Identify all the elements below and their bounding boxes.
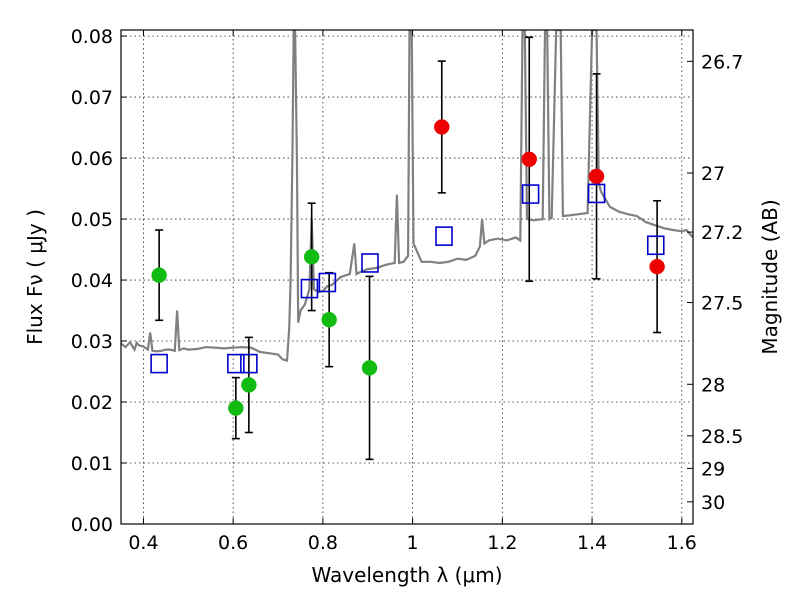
x-tick-label: 1.2 <box>487 532 517 554</box>
model-flux-square <box>150 353 168 374</box>
model-flux-square <box>646 235 665 256</box>
x-axis-label: Wavelength λ (μm) <box>311 563 502 587</box>
model-spectrum-line <box>121 30 693 363</box>
green-data-point <box>228 400 244 416</box>
y-tick-label: 0.02 <box>71 392 113 414</box>
y-tick-label: 0.03 <box>71 331 113 353</box>
green-data-point <box>151 267 167 283</box>
x-tick-label: 1.4 <box>577 532 607 554</box>
green-data-point <box>321 311 337 328</box>
model-flux-square <box>587 183 606 204</box>
model-flux-square <box>240 353 258 374</box>
y-tick-label: 0.07 <box>71 87 113 109</box>
y2-axis-label: Magnitude (AB) <box>758 199 782 354</box>
red-data-point <box>434 119 450 135</box>
y-tick-label: 0.06 <box>71 148 113 170</box>
y-tick-label: 0.04 <box>71 270 113 292</box>
y2-tick-label: 30 <box>701 492 725 514</box>
y2-tick-label: 27 <box>701 163 725 185</box>
x-tick-label: 0.6 <box>218 532 248 554</box>
x-tick-label: 1 <box>407 532 419 554</box>
y-tick-label: 0.08 <box>71 26 113 48</box>
green-data-point <box>241 377 257 393</box>
model-flux-square <box>521 184 540 204</box>
model-flux-square <box>435 226 453 246</box>
y-tick-label: 0.05 <box>71 209 113 231</box>
y2-tick-label: 29 <box>701 458 725 480</box>
y-tick-label: 0.00 <box>71 514 113 536</box>
model-spectrum <box>121 30 693 363</box>
green-data-point <box>361 360 378 376</box>
grid-lines <box>121 30 693 525</box>
x-tick-label: 1.6 <box>667 532 697 554</box>
y2-tick-label: 28 <box>701 374 725 396</box>
y-tick-label: 0.01 <box>71 453 113 475</box>
x-tick-label: 0.4 <box>128 532 158 554</box>
model-flux-square <box>361 253 379 273</box>
red-data-point <box>588 168 605 185</box>
axis-ticks: 0.4 0.6 0.8 1 1.2 1.4 1.6 0.00 0.01 0.02 0.03 0.04 0… <box>71 26 744 554</box>
red-data-point <box>521 151 538 168</box>
green-data-point <box>303 249 320 265</box>
plot-frame <box>120 29 694 525</box>
y-axis-label: Flux Fν ( μJy ) <box>23 209 47 345</box>
x-tick-label: 0.8 <box>308 532 338 554</box>
y2-tick-label: 26.7 <box>701 51 743 73</box>
y2-tick-label: 27.5 <box>701 293 743 315</box>
model-flux-square <box>318 272 337 293</box>
model-flux-square <box>227 353 245 374</box>
model-flux-square <box>300 278 319 299</box>
data-markers <box>150 119 665 416</box>
y2-tick-label: 27.2 <box>701 222 743 244</box>
red-data-point <box>649 258 665 275</box>
y2-tick-label: 28.5 <box>701 426 743 448</box>
